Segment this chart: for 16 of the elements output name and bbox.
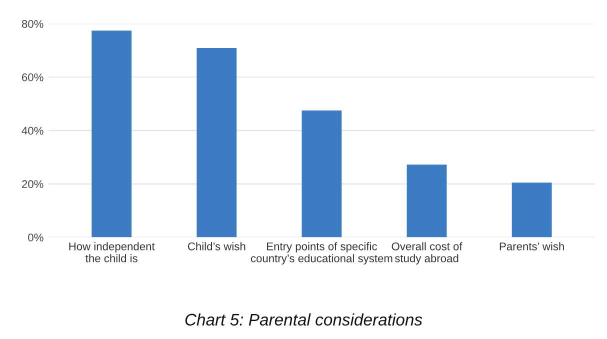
y-tick-label: 60% <box>22 73 44 82</box>
text: Chart 5: Parental considerations <box>185 313 422 326</box>
x-tick-label: Entry points of specific country’s educational system <box>250 242 392 264</box>
bar <box>196 48 237 238</box>
bar <box>406 164 447 238</box>
bar <box>512 182 552 238</box>
x-tick-label: Child’s wish <box>188 242 246 250</box>
x-tick-label: Overall cost of study abroad <box>392 242 462 264</box>
bar <box>302 110 342 238</box>
y-tick-label: 80% <box>22 20 44 28</box>
x-tick-label: Parents’ wish <box>500 242 564 250</box>
y-tick-label: 40% <box>22 126 44 135</box>
x-tick-label: How independent the child is <box>69 242 155 262</box>
y-tick-label: 20% <box>22 180 44 188</box>
bar <box>92 30 132 238</box>
y-tick-label: 0% <box>28 234 44 242</box>
